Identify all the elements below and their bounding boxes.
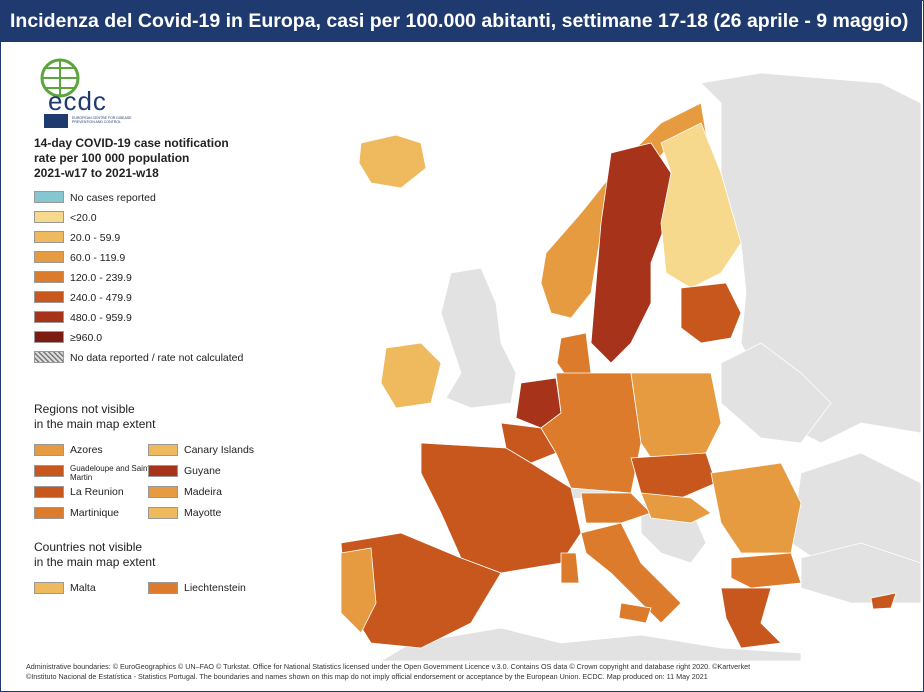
swatch	[34, 311, 64, 323]
footer: Administrative boundaries: © EuroGeograp…	[26, 662, 750, 682]
countries-label: Malta	[70, 582, 96, 594]
legend-label: 60.0 - 119.9	[70, 252, 126, 264]
countries-item: Malta	[34, 578, 152, 598]
legend-item: 480.0 - 959.9	[34, 307, 229, 327]
swatch	[148, 582, 178, 594]
legend-title: 14-day COVID-19 case notification	[34, 136, 229, 150]
regions-label: Canary Islands	[184, 444, 255, 456]
swatch	[34, 444, 64, 456]
regions-label: Guadeloupe and Saint Martin	[70, 464, 150, 482]
regions-label: La Reunion	[70, 486, 124, 498]
legend-label: 480.0 - 959.9	[70, 312, 132, 324]
regions-legend: Regions not visible in the main map exten…	[34, 402, 264, 524]
swatch	[34, 251, 64, 263]
swatch	[148, 486, 178, 498]
legend-item: 60.0 - 119.9	[34, 247, 229, 267]
regions-item: La Reunion	[34, 482, 152, 502]
swatch	[148, 507, 178, 519]
regions-label: Azores	[70, 444, 103, 456]
legend-item: 120.0 - 239.9	[34, 267, 229, 287]
logo-subtitle: EUROPEAN CENTRE FOR DISEASE PREVENTION A…	[72, 116, 132, 124]
regions-item: Canary Islands	[148, 440, 266, 460]
regions-label: Mayotte	[184, 507, 222, 519]
regions-item: Guyane	[148, 461, 266, 481]
countries-legend: Countries not visible in the main map ext…	[34, 540, 264, 599]
legend-item: ≥960.0	[34, 327, 229, 347]
swatch	[34, 582, 64, 594]
footer-line: Administrative boundaries: © EuroGeograp…	[26, 662, 751, 671]
regions-item: Mayotte	[148, 503, 266, 523]
legend-label: ≥960.0	[70, 332, 103, 344]
regions-item: Guadeloupe and Saint Martin	[34, 461, 152, 482]
header-title: Incidenza del Covid-19 in Europa, casi p…	[0, 0, 922, 42]
countries-title: in the main map extent	[34, 555, 156, 569]
countries-title: Countries not visible	[34, 540, 143, 554]
swatch	[34, 507, 64, 519]
legend-label: No data reported / rate not calculated	[70, 352, 244, 364]
legend-item: 240.0 - 479.9	[34, 287, 229, 307]
swatch	[34, 465, 64, 477]
map	[340, 72, 921, 661]
regions-label: Guyane	[184, 465, 221, 477]
legend-title: 2021-w17 to 2021-w18	[34, 166, 159, 180]
legend-item: No cases reported	[34, 187, 229, 207]
legend-label: No cases reported	[70, 192, 156, 204]
regions-item: Madeira	[148, 482, 266, 502]
swatch	[34, 486, 64, 498]
regions-label: Madeira	[184, 486, 222, 498]
legend-item: No data reported / rate not calculated	[34, 347, 243, 367]
legend: 14-day COVID-19 case notification rate pe…	[34, 136, 243, 367]
legend-title: rate per 100 000 population	[34, 151, 190, 165]
swatch	[148, 444, 178, 456]
logo-text: ecdc	[48, 86, 107, 116]
legend-label: 120.0 - 239.9	[70, 272, 132, 284]
swatch	[34, 211, 64, 223]
regions-title: in the main map extent	[34, 417, 156, 431]
regions-grid: Azores Canary Islands Guadeloupe and Saint…	[34, 432, 264, 524]
regions-label: Martinique	[70, 507, 120, 519]
eu-countries	[340, 102, 897, 649]
legend-label: 20.0 - 59.9	[70, 232, 121, 244]
legend-label: 240.0 - 479.9	[70, 292, 132, 304]
countries-item: Liechtenstein	[148, 578, 266, 598]
legend-item: 20.0 - 59.9	[34, 227, 229, 247]
legend-item: <20.0	[34, 207, 229, 227]
regions-item: Martinique	[34, 503, 152, 523]
footer-line: ©Instituto Nacional de Estatística - Sta…	[26, 672, 708, 681]
swatch	[34, 231, 64, 243]
swatch	[34, 351, 64, 363]
countries-label: Liechtenstein	[184, 582, 246, 594]
countries-grid: Malta Liechtenstein	[34, 570, 264, 599]
swatch	[34, 331, 64, 343]
swatch	[148, 465, 178, 477]
regions-title: Regions not visible	[34, 402, 135, 416]
logo-graphic	[40, 58, 80, 128]
regions-item: Azores	[34, 440, 152, 460]
swatch	[34, 271, 64, 283]
swatch	[34, 291, 64, 303]
legend-label: <20.0	[70, 212, 97, 224]
swatch	[34, 191, 64, 203]
